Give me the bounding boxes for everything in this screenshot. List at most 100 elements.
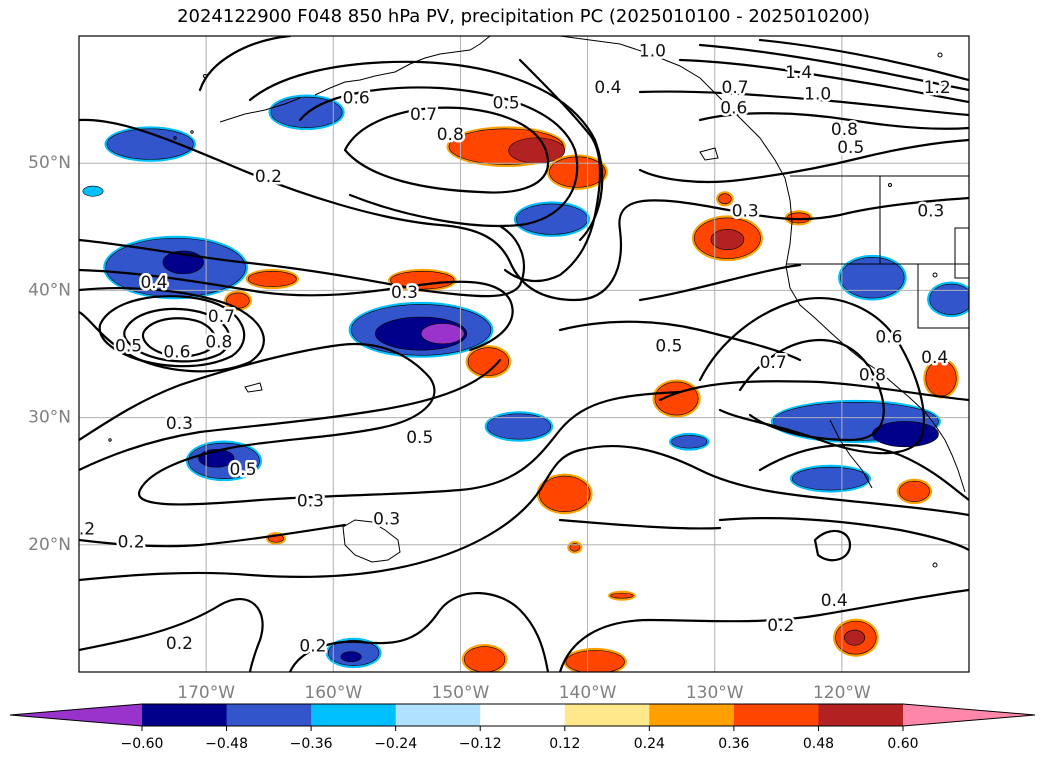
contour-label: 0.8 [205,333,232,353]
contour-label: 0.7 [208,307,235,327]
precip-region [710,229,745,250]
contour-label: 0.7 [410,105,437,125]
colorbar-segment [142,704,228,726]
precip-region [467,347,510,376]
precip-region [840,257,905,299]
colorbar-segment [311,704,397,726]
contour-label: 0.5 [837,138,864,158]
colorbar-segment [480,704,566,726]
contour-label: 0.2 [166,634,193,654]
contour-label: 0.5 [229,460,256,480]
contour-label: 0.2 [118,532,145,552]
contour-label: 0.3 [732,202,759,222]
colorbar-tick-label: 0.60 [887,736,918,752]
contour-label: 0.3 [917,202,944,222]
lon-tick-label: 130°W [686,683,744,703]
contour-label: 0.8 [831,120,858,140]
contour-label: 0.6 [720,99,747,119]
contour-label: 1.4 [785,63,812,83]
precipitation-layer [82,94,969,672]
colorbar-extend-high [903,704,1035,726]
longitude-tick-labels: 170°W 160°W 150°W 140°W 130°W 120°W [177,683,871,703]
precip-region [82,185,104,197]
precip-region [247,271,297,287]
contour-label: 0.4 [821,591,848,611]
contour-label: 1.0 [639,41,666,61]
precip-region [569,543,581,552]
lat-tick-label: 40°N [28,280,71,300]
chart-title: 2024122900 F048 850 hPa PV, precipitatio… [177,6,870,27]
contour-label: 0.4 [594,78,621,98]
colorbar-tick-label: −0.48 [205,736,248,752]
contour-label: 0.3 [373,509,400,529]
contour-label: 0.4 [140,273,167,293]
colorbar-segment [818,704,904,726]
precip-region [872,421,939,448]
precip-region [463,646,506,672]
contour-label: 0.5 [406,428,433,448]
contour-label: 0.2 [255,167,282,187]
contour-label: 0.6 [343,88,370,108]
colorbar-tick-label: 0.24 [634,736,665,752]
contour-label: 1.0 [804,85,831,105]
contour-label: 0.4 [921,348,948,368]
colorbar-tick-label: −0.36 [290,736,333,752]
colorbar-segment [226,704,312,726]
precip-region [516,203,588,235]
contour-label: 0.5 [115,336,142,356]
precip-region [565,650,625,672]
precip-region [671,435,708,449]
contour-label: 0.6 [163,343,190,363]
lat-tick-label: 50°N [28,153,71,173]
precip-region [791,466,869,491]
map-frame [78,35,970,673]
contour-label: 0.7 [760,353,787,373]
contour-label: 0.2 [767,616,794,636]
lon-tick-label: 120°W [813,683,871,703]
precip-region [486,413,552,440]
contour-label: 0.5 [655,336,682,356]
precip-region [420,323,465,345]
precip-region [538,475,591,513]
colorbar-extend-low [10,704,142,726]
precip-region [390,271,455,290]
colorbar-tick-label: −0.12 [459,736,502,752]
colorbar-tick-label: 0.48 [803,736,834,752]
precip-region [610,592,634,599]
colorbar-tick-label: 0.36 [718,736,749,752]
lon-tick-label: 140°W [559,683,617,703]
colorbar: −0.60 −0.48 −0.36 −0.24 −0.12 0.12 0.24 0.36 0.4… [9,703,1036,752]
contour-label: 0.2 [299,637,326,657]
precip-region [929,283,969,315]
contour-label: 0.3 [166,414,193,434]
contour-label: 0.3 [391,283,418,303]
contour-label: 0.2 [68,520,95,540]
pv-contours [79,36,969,672]
contour-label: 0.6 [875,327,902,347]
contour-label: 0.8 [437,125,464,145]
precip-region [340,651,362,663]
contour-label: 0.5 [493,93,520,113]
colorbar-tick-label: −0.60 [121,736,164,752]
lat-tick-label: 20°N [28,535,71,555]
contour-labels: 1.01.41.21.00.70.40.60.80.50.60.70.50.80… [68,39,953,659]
contour-label: 0.8 [859,366,886,386]
precip-region [718,193,732,205]
precip-region [844,629,866,646]
colorbar-tick-label: 0.12 [549,736,580,752]
colorbar-segment [733,704,819,726]
lon-tick-label: 170°W [177,683,235,703]
precip-region [106,128,194,160]
contour-label: 1.2 [924,78,951,98]
colorbar-segment [649,704,735,726]
lat-tick-label: 30°N [28,408,71,428]
colorbar-tick-label: −0.24 [374,736,417,752]
colorbar-segment [564,704,650,726]
map-content: 1.01.41.21.00.70.40.60.80.50.60.70.50.80… [68,36,969,672]
precip-region [898,480,930,502]
colorbar-segment [395,704,481,726]
contour-label: 0.3 [297,492,324,512]
contour-label: 0.7 [722,78,749,98]
lon-tick-label: 150°W [432,683,490,703]
